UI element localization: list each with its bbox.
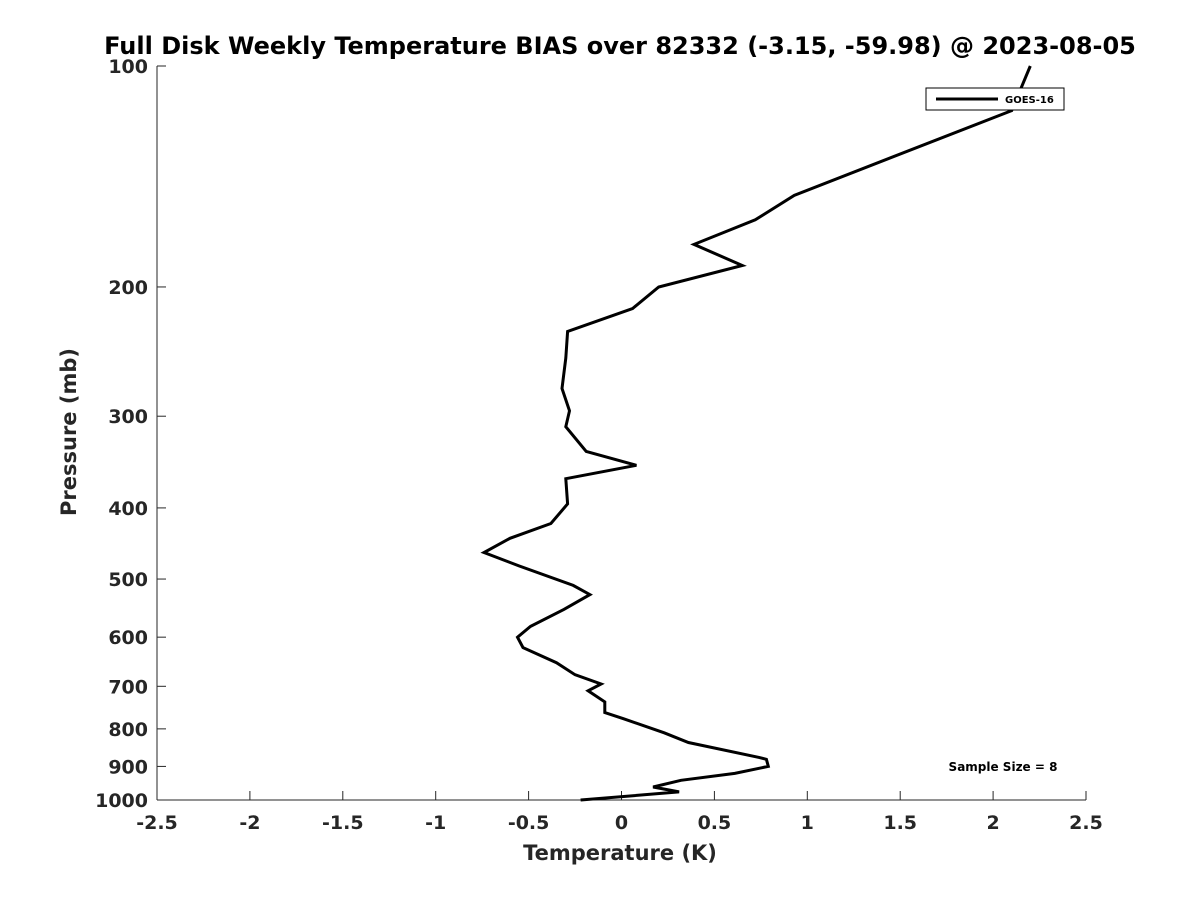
- y-tick-label: 600: [108, 627, 148, 649]
- chart-title: Full Disk Weekly Temperature BIAS over 8…: [104, 32, 1136, 60]
- legend: GOES-16: [925, 87, 1065, 111]
- series-line-goes-16: [480, 65, 1032, 802]
- x-tick-label: -1.5: [322, 812, 364, 834]
- y-tick-label: 900: [108, 756, 148, 778]
- y-tick-label: 300: [108, 406, 148, 428]
- y-axis-ticks: 100 200 300 400 500 600 700 800 900 1000: [95, 56, 166, 812]
- x-tick-label: -2: [239, 812, 260, 834]
- sample-size-annotation: Sample Size = 8: [949, 760, 1058, 774]
- x-tick-label: 2: [986, 812, 999, 834]
- x-tick-label: -0.5: [508, 812, 550, 834]
- y-axis-label: Pressure (mb): [57, 348, 81, 516]
- y-tick-label: 700: [108, 676, 148, 698]
- x-tick-label: 1.5: [883, 812, 917, 834]
- x-axis-label: Temperature (K): [523, 841, 717, 865]
- x-tick-label: 2.5: [1069, 812, 1103, 834]
- plot-lines: [480, 65, 1032, 802]
- x-axis-ticks: -2.5 -2 -1.5 -1 -0.5 0 0.5 1 1.5 2 2.5: [136, 791, 1103, 834]
- x-tick-label: 0.5: [698, 812, 732, 834]
- y-tick-label: 1000: [95, 790, 148, 812]
- y-tick-label: 800: [108, 719, 148, 741]
- x-tick-label: -1: [425, 812, 446, 834]
- y-tick-label: 100: [108, 56, 148, 78]
- y-tick-label: 200: [108, 277, 148, 299]
- x-tick-label: 1: [801, 812, 814, 834]
- y-tick-label: 500: [108, 569, 148, 591]
- y-tick-label: 400: [108, 498, 148, 520]
- x-tick-label: -2.5: [136, 812, 178, 834]
- x-tick-label: 0: [615, 812, 628, 834]
- legend-label-goes-16: GOES-16: [1005, 95, 1054, 106]
